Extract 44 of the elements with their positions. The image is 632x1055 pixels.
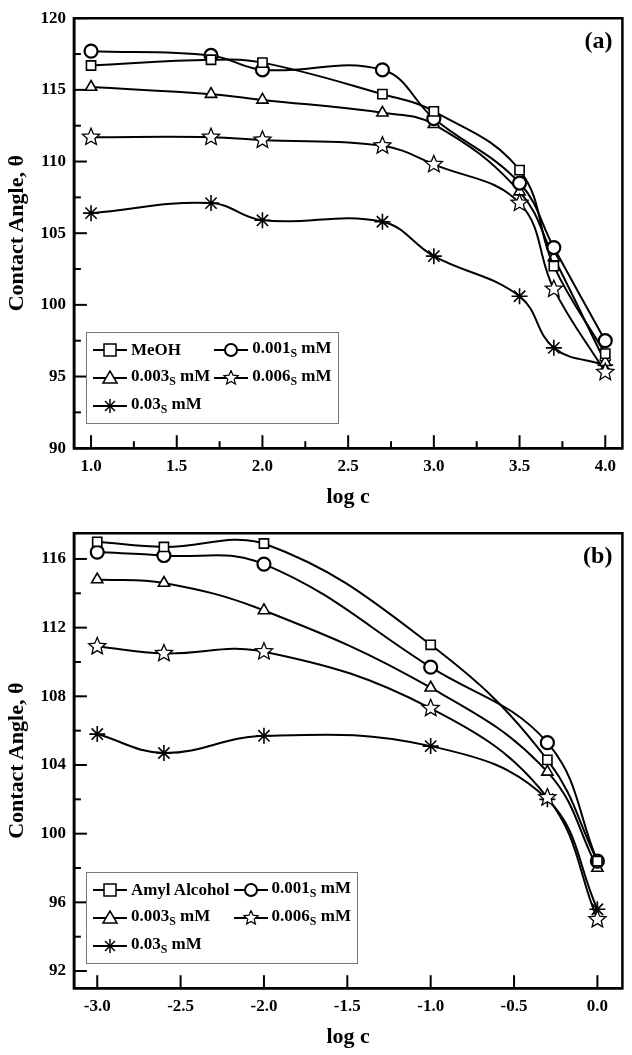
x-axis-title: log c xyxy=(326,483,371,509)
legend-label: MeOH xyxy=(130,340,181,361)
x-tick-label: 4.0 xyxy=(594,455,616,475)
y-tick-label: 100 xyxy=(40,823,66,843)
legend-label: 0.001$_{S}$ mM xyxy=(252,338,332,362)
y-tick-label: 116 xyxy=(41,548,66,568)
x-tick-label: 3.5 xyxy=(508,455,531,475)
y-tick-label: 108 xyxy=(40,685,66,705)
y-tick-label: 92 xyxy=(48,960,66,980)
y-tick-label: 95 xyxy=(48,365,66,385)
x-tick-label: -2.5 xyxy=(167,995,195,1015)
y-tick-label: 115 xyxy=(41,79,66,99)
y-tick-label: 100 xyxy=(40,294,66,314)
y-tick-label: 110 xyxy=(41,150,66,170)
x-tick-label: 2.5 xyxy=(337,455,359,475)
x-tick-label: 3.0 xyxy=(423,455,445,475)
x-tick-label: 1.5 xyxy=(166,455,188,475)
x-tick-label: -1.0 xyxy=(417,995,445,1015)
legend-label: Amyl Alcohol xyxy=(130,880,230,901)
y-tick-label: 104 xyxy=(40,754,67,774)
legend-label: 0.03$_{S}$ mM xyxy=(130,394,202,418)
y-tick-label: 112 xyxy=(41,617,66,637)
legend-label: 0.03$_{S}$ mM xyxy=(130,934,202,958)
legend-label: 0.003$_{S}$ mM xyxy=(130,906,211,930)
x-tick-label: -2.0 xyxy=(250,995,278,1015)
x-tick-label: 1.0 xyxy=(80,455,102,475)
y-tick-label: 96 xyxy=(48,891,66,911)
y-tick-label: 105 xyxy=(40,222,66,242)
y-tick-label: 120 xyxy=(40,7,66,27)
y-axis-title: Contact Angle, θ xyxy=(2,155,28,312)
x-tick-label: -1.5 xyxy=(333,995,361,1015)
x-axis-title: log c xyxy=(326,1023,371,1049)
y-tick-label: 90 xyxy=(48,437,66,457)
x-tick-label: -3.0 xyxy=(83,995,111,1015)
legend-label: 0.001$_{S}$ mM xyxy=(271,878,351,902)
x-tick-label: 0.0 xyxy=(586,995,609,1015)
x-tick-label: 2.0 xyxy=(251,455,274,475)
legend-label: 0.006$_{S}$ mM xyxy=(252,366,332,390)
legend-label: 0.003$_{S}$ mM xyxy=(130,366,211,390)
legend-label: 0.006$_{S}$ mM xyxy=(271,906,351,930)
y-axis-title: Contact Angle, θ xyxy=(2,682,28,839)
annotation: (a) xyxy=(584,27,613,54)
annotation: (b) xyxy=(583,542,613,569)
x-tick-label: -0.5 xyxy=(500,995,528,1015)
